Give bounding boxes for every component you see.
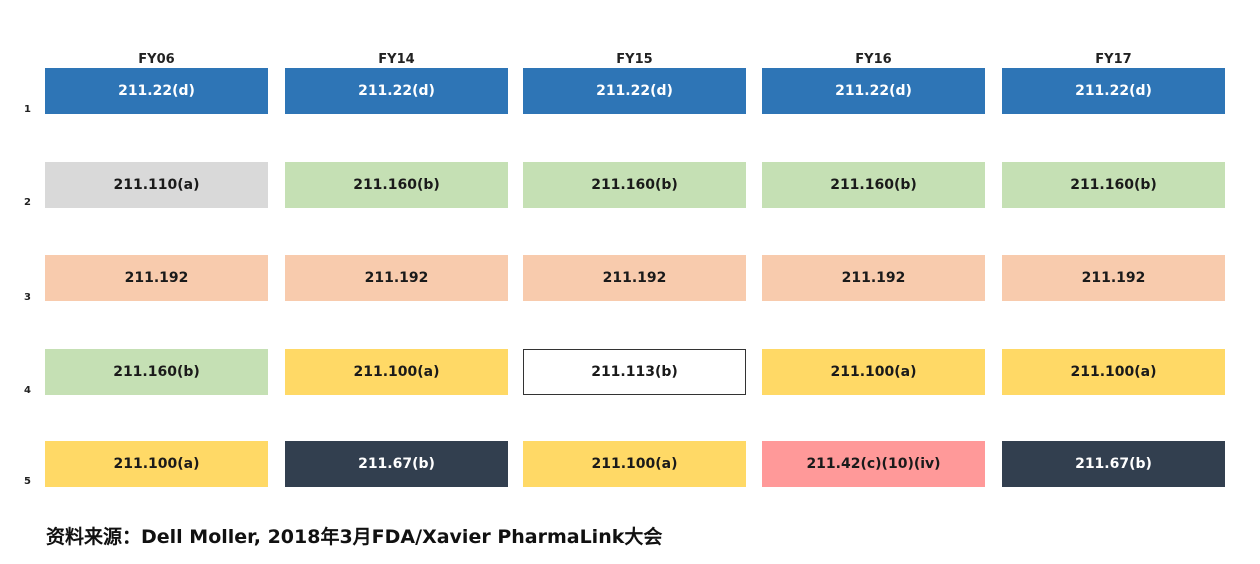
regulation-cell: 211.160(b) <box>523 162 746 208</box>
regulation-cell: 211.22(d) <box>285 68 508 114</box>
regulation-cell: 211.113(b) <box>523 349 746 395</box>
regulation-cell: 211.22(d) <box>1002 68 1225 114</box>
source-note: 资料来源：Dell Moller, 2018年3月FDA/Xavier Phar… <box>46 526 663 548</box>
column-header: FY15 <box>616 52 653 67</box>
regulation-cell: 211.160(b) <box>762 162 985 208</box>
regulation-cell: 211.22(d) <box>762 68 985 114</box>
row-label: 2 <box>24 197 31 208</box>
regulation-cell: 211.67(b) <box>1002 441 1225 487</box>
regulation-cell: 211.22(d) <box>523 68 746 114</box>
row-label: 1 <box>24 104 31 115</box>
regulation-cell: 211.192 <box>45 255 268 301</box>
regulation-cell: 211.192 <box>1002 255 1225 301</box>
column-header: FY17 <box>1095 52 1132 67</box>
column-header: FY14 <box>378 52 415 67</box>
row-label: 3 <box>24 292 31 303</box>
regulation-cell: 211.100(a) <box>762 349 985 395</box>
regulation-cell: 211.160(b) <box>45 349 268 395</box>
regulation-cell: 211.100(a) <box>523 441 746 487</box>
regulation-cell: 211.192 <box>762 255 985 301</box>
regulation-cell: 211.160(b) <box>1002 162 1225 208</box>
row-label: 5 <box>24 476 31 487</box>
regulation-cell: 211.160(b) <box>285 162 508 208</box>
regulation-cell: 211.42(c)(10)(iv) <box>762 441 985 487</box>
regulation-cell: 211.100(a) <box>45 441 268 487</box>
column-header: FY16 <box>855 52 892 67</box>
column-header: FY06 <box>138 52 175 67</box>
row-label: 4 <box>24 385 31 396</box>
regulation-cell: 211.110(a) <box>45 162 268 208</box>
regulation-cell: 211.22(d) <box>45 68 268 114</box>
regulation-cell: 211.100(a) <box>285 349 508 395</box>
regulation-cell: 211.67(b) <box>285 441 508 487</box>
regulation-cell: 211.192 <box>285 255 508 301</box>
regulation-cell: 211.192 <box>523 255 746 301</box>
regulation-cell: 211.100(a) <box>1002 349 1225 395</box>
